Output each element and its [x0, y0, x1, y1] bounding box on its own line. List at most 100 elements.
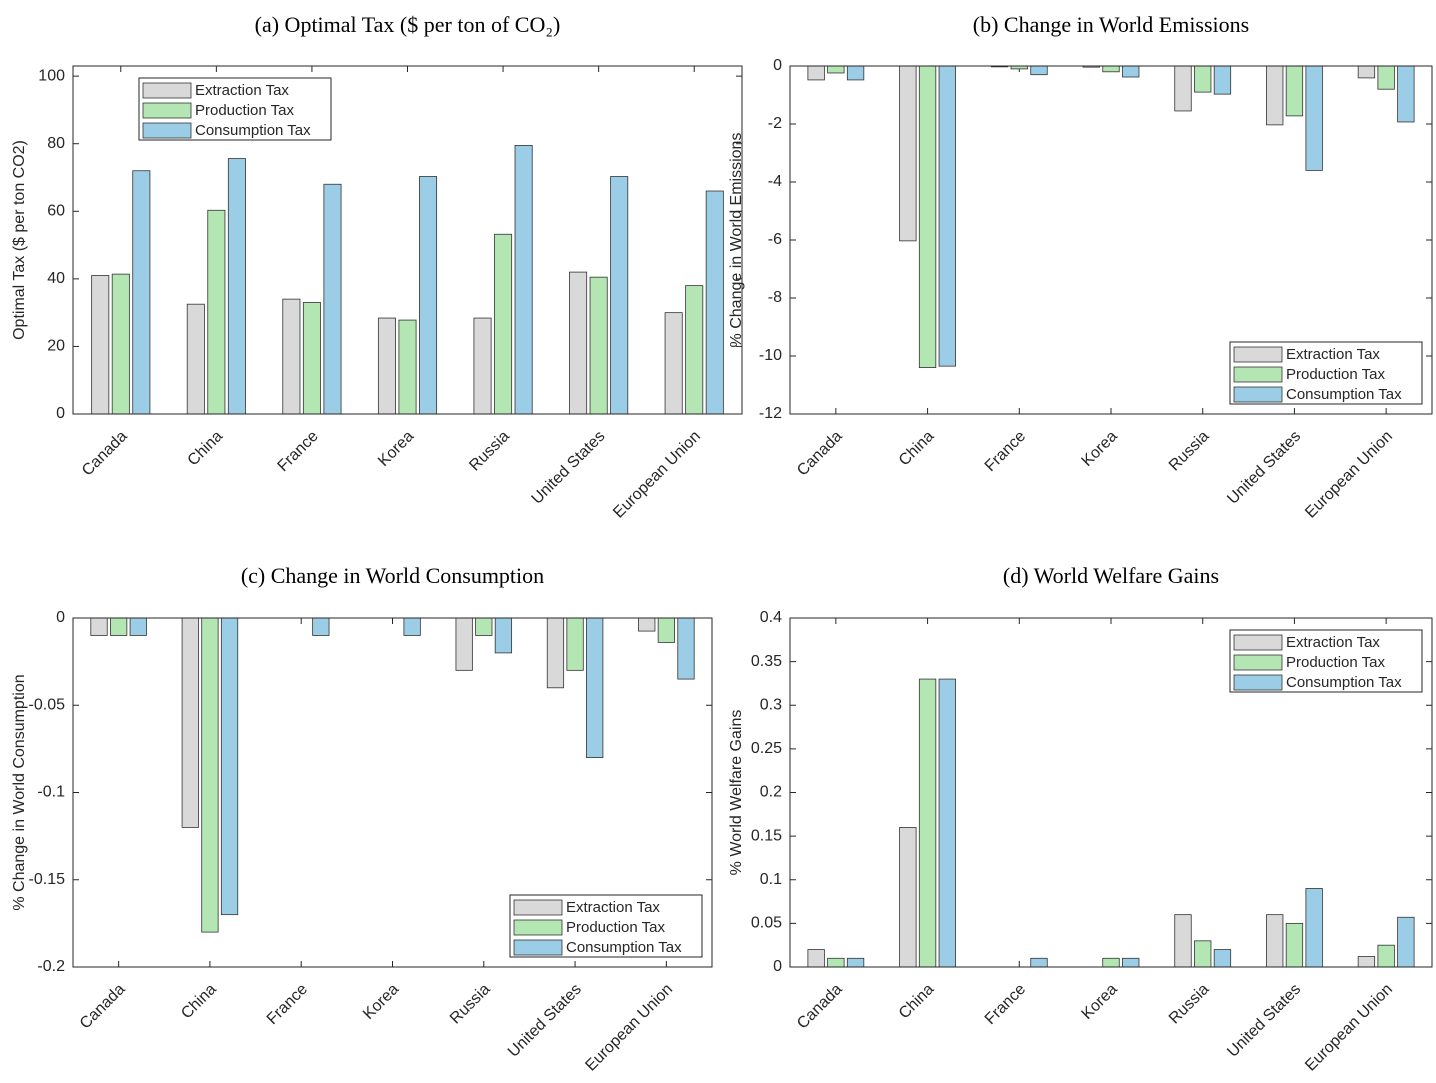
y-tick-label: 60	[47, 203, 65, 220]
bar	[207, 209, 226, 415]
legend-swatch	[1233, 386, 1283, 403]
x-tick-label: Russia	[466, 428, 513, 475]
x-tick-label: China	[896, 428, 938, 470]
bar	[1305, 888, 1323, 968]
chart-title: (a) Optimal Tax ($ per ton of CO₂)	[255, 12, 561, 37]
bar	[1266, 65, 1284, 126]
legend-label: Production Tax	[1286, 366, 1385, 383]
bar	[473, 317, 492, 415]
bar	[827, 65, 845, 74]
bar	[846, 957, 865, 968]
y-tick-label: 100	[38, 67, 65, 84]
bar	[664, 312, 683, 415]
bar	[132, 170, 151, 415]
bar	[586, 617, 604, 759]
plot-frame	[789, 65, 1433, 415]
bar	[566, 617, 584, 671]
bar	[827, 957, 845, 968]
x-tick-label: European Union	[582, 981, 676, 1075]
y-tick-label: -12	[759, 405, 782, 422]
plot-frame	[72, 617, 713, 968]
legend-swatch	[142, 122, 192, 139]
legend-label: Production Tax	[1286, 654, 1385, 671]
bar	[475, 617, 493, 636]
legend-label: Extraction Tax	[1286, 634, 1380, 651]
bar	[546, 617, 565, 689]
bar	[1122, 957, 1140, 968]
bar	[1174, 65, 1192, 112]
bar	[494, 233, 513, 415]
bar	[1213, 949, 1232, 968]
bar	[1285, 922, 1304, 968]
bar	[638, 617, 656, 632]
bar	[403, 617, 421, 636]
x-tick-label: Korea	[1079, 981, 1121, 1023]
x-tick-label: Korea	[375, 428, 417, 470]
bar	[90, 617, 108, 636]
bar	[1213, 65, 1232, 95]
y-tick-label: 0	[56, 609, 65, 626]
bar	[589, 276, 608, 415]
bar	[938, 678, 956, 968]
plot-frame	[72, 65, 743, 415]
x-tick-label: United States	[529, 428, 609, 508]
bar	[312, 617, 330, 636]
legend-label: Extraction Tax	[195, 82, 289, 99]
x-tick-label: Canada	[794, 981, 846, 1033]
legend-label: Consumption Tax	[566, 939, 682, 956]
y-tick-label: 40	[47, 270, 65, 287]
y-axis-label: % World Welfare Gains	[728, 710, 745, 876]
x-tick-label: United States	[1224, 981, 1304, 1061]
bar	[377, 317, 396, 415]
legend-label: Consumption Tax	[1286, 674, 1402, 691]
bar	[323, 183, 342, 415]
bar	[419, 176, 438, 415]
y-tick-label: 0	[773, 958, 782, 975]
y-tick-label: 0.05	[751, 915, 782, 932]
y-tick-label: -0.2	[37, 958, 65, 975]
y-tick-label: 0.2	[760, 784, 782, 801]
x-tick-label: Canada	[794, 428, 846, 480]
y-tick-label: 0.3	[760, 696, 782, 713]
y-axis-label: % Change in World Emissions	[728, 133, 745, 348]
y-tick-label: 20	[47, 338, 65, 355]
legend-label: Extraction Tax	[566, 899, 660, 916]
legend-swatch	[513, 919, 563, 936]
y-tick-label: 0.25	[751, 740, 782, 757]
x-tick-label: China	[185, 428, 227, 470]
x-tick-label: France	[275, 428, 322, 475]
y-tick-label: 0	[56, 405, 65, 422]
legend-label: Extraction Tax	[1286, 346, 1380, 363]
y-tick-label: -4	[768, 173, 782, 190]
bar	[111, 273, 130, 415]
bar	[1377, 65, 1395, 90]
bar	[1266, 914, 1284, 968]
bar	[494, 617, 513, 654]
x-tick-label: China	[178, 981, 220, 1023]
bar	[186, 303, 205, 415]
x-tick-label: Korea	[1079, 428, 1121, 470]
bar	[685, 285, 704, 415]
bar	[1194, 940, 1212, 968]
bar	[302, 302, 321, 415]
bar	[610, 176, 629, 415]
x-tick-label: European Union	[1302, 428, 1396, 522]
y-tick-label: 0.4	[760, 609, 782, 626]
bar	[938, 65, 956, 367]
x-tick-label: France	[982, 981, 1029, 1028]
legend-label: Consumption Tax	[195, 122, 311, 139]
plot-frame	[789, 617, 1433, 968]
bar	[918, 65, 937, 369]
bar	[807, 65, 825, 81]
bar	[807, 949, 825, 968]
bar	[1194, 65, 1212, 93]
bar	[129, 617, 147, 636]
x-tick-label: European Union	[1302, 981, 1396, 1075]
legend-swatch	[1233, 634, 1283, 651]
bar	[201, 617, 219, 933]
y-tick-label: -10	[759, 347, 782, 364]
y-tick-label: -8	[768, 289, 782, 306]
legend-swatch	[1233, 366, 1283, 383]
x-tick-label: Canada	[79, 428, 131, 480]
